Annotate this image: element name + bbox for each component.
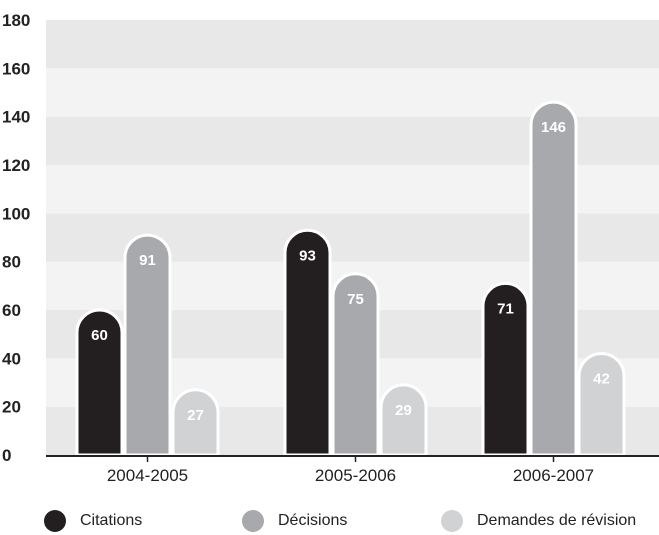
data-label-demandes-de-revision-2004-2005: 27 — [187, 407, 204, 424]
legend: Citations Décisions Demandes de révision — [0, 508, 659, 535]
data-label-demandes-de-revision-2005-2006: 29 — [395, 402, 412, 419]
y-tick-label-60: 60 — [2, 301, 21, 320]
legend-label-decisions: Décisions — [278, 512, 348, 529]
y-tick-label-100: 100 — [2, 204, 30, 223]
y-tick-label-0: 0 — [2, 446, 11, 465]
y-tick-label-80: 80 — [2, 253, 21, 272]
x-tick-label-2006-2007: 2006-2007 — [513, 466, 594, 485]
data-label-decisions-2006-2007: 146 — [541, 119, 566, 136]
y-tick-label-140: 140 — [2, 108, 30, 127]
y-tick-label-20: 20 — [2, 398, 21, 417]
y-tick-label-120: 120 — [2, 156, 30, 175]
legend-item-decisions: Décisions — [242, 510, 347, 532]
bar-decisions-2004-2005 — [123, 233, 172, 457]
bar-demandes-de-revision-2005-2006 — [379, 383, 428, 457]
y-tick-label-160: 160 — [2, 59, 30, 78]
bar-chart: 0 20 40 60 80 100 120 140 160 180 60 91 27 93 75 29 71 1… — [2, 11, 659, 485]
data-label-decisions-2004-2005: 91 — [139, 252, 156, 269]
y-tick-label-40: 40 — [2, 349, 21, 368]
legend-item-citations: Citations — [44, 510, 142, 532]
y-axis: 0 20 40 60 80 100 120 140 160 180 — [2, 11, 30, 465]
legend-swatch-demandes-de-revision — [441, 510, 463, 532]
bar-decisions-2005-2006 — [331, 272, 380, 457]
data-label-decisions-2005-2006: 75 — [347, 291, 364, 308]
bars: 60 91 27 93 75 29 71 146 42 — [75, 100, 626, 457]
bar-citations-2004-2005 — [75, 308, 124, 457]
data-label-citations-2006-2007: 71 — [497, 300, 514, 317]
legend-item-demandes-de-revision: Demandes de révision — [441, 510, 636, 532]
bar-citations-2005-2006 — [283, 228, 332, 457]
data-label-demandes-de-revision-2006-2007: 42 — [593, 371, 610, 388]
data-label-citations-2004-2005: 60 — [91, 327, 108, 344]
band-160-180 — [46, 20, 659, 69]
x-tick-label-2005-2006: 2005-2006 — [315, 466, 396, 485]
bar-citations-2006-2007 — [481, 281, 530, 457]
legend-label-citations: Citations — [80, 512, 143, 529]
y-tick-label-180: 180 — [2, 11, 30, 30]
legend-swatch-citations — [44, 510, 66, 532]
data-label-citations-2005-2006: 93 — [299, 247, 316, 264]
x-tick-label-2004-2005: 2004-2005 — [107, 466, 188, 485]
bar-demandes-de-revision-2004-2005 — [171, 388, 220, 457]
legend-label-demandes-de-revision: Demandes de révision — [477, 512, 637, 529]
bar-decisions-2006-2007 — [529, 100, 578, 457]
x-axis: 2004-2005 2005-2006 2006-2007 — [46, 455, 659, 485]
bar-demandes-de-revision-2006-2007 — [577, 352, 626, 457]
legend-swatch-decisions — [242, 510, 264, 532]
